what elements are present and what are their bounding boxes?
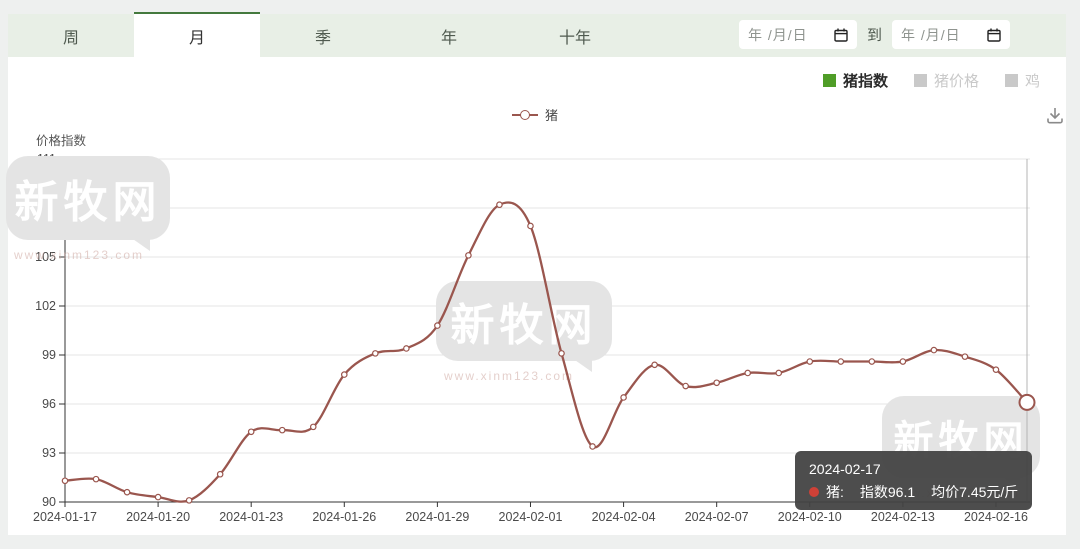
data-point[interactable] [620,394,627,401]
data-point[interactable] [216,470,224,478]
x-axis-label: 2024-02-10 [778,510,842,524]
data-point[interactable] [992,366,1000,374]
data-point[interactable] [247,428,255,436]
end-date-input[interactable]: 年 /月/日 [892,20,1010,49]
x-axis-label: 2024-01-23 [219,510,283,524]
series-toggle-label: 猪指数 [842,73,888,90]
tab-4[interactable]: 十年 [558,29,591,47]
y-axis-label: 105 [35,250,56,264]
y-axis-label: 102 [35,299,56,313]
data-point[interactable] [185,497,193,504]
start-date-input[interactable]: 年 /月/日 [738,20,857,49]
series-toggle-1[interactable]: 猪价格 [913,70,979,91]
tab-2[interactable]: 季 [314,29,331,47]
tooltip-series-name: 猪: [826,484,844,500]
tab-0[interactable]: 周 [62,29,79,47]
data-point-highlighted[interactable] [1018,393,1036,411]
x-axis-label: 2024-02-01 [499,510,563,524]
data-point[interactable] [682,382,689,390]
legend-label: 猪 [545,108,559,123]
tab-1[interactable]: 月 [134,12,260,57]
x-axis-label: 2024-01-26 [312,510,376,524]
data-point[interactable] [496,201,503,209]
series-toggle-0[interactable]: 猪指数 [822,70,888,91]
data-point[interactable] [278,426,286,434]
data-point[interactable] [123,488,131,496]
legend-square-icon [822,74,836,87]
data-point[interactable] [465,252,472,259]
calendar-icon [987,28,1001,42]
tooltip-date: 2024-02-17 [809,461,881,477]
x-axis-label: 2024-02-07 [685,510,749,524]
data-point[interactable] [372,350,379,357]
download-icon[interactable] [1043,104,1067,128]
data-point[interactable] [837,358,845,365]
tab-3[interactable]: 年 [440,29,457,47]
data-point[interactable] [744,369,752,377]
data-point[interactable] [868,358,876,365]
data-point[interactable] [527,222,534,230]
y-axis-label: 90 [42,495,56,509]
data-point[interactable] [806,358,814,365]
start-date-placeholder: 年 /月/日 [747,26,808,43]
data-point[interactable] [403,345,410,352]
series-toggle-2[interactable]: 鸡 [1004,70,1040,91]
tooltip-price-value: 均价7.45元/斤 [931,484,1019,500]
tooltip-index-value: 指数96.1 [859,484,916,500]
legend-square-icon [913,74,927,87]
data-point[interactable] [899,358,907,365]
end-date-placeholder: 年 /月/日 [901,26,961,43]
x-axis-label: 2024-01-17 [33,510,97,524]
x-axis-label: 2024-02-13 [871,510,935,524]
data-point[interactable] [92,475,100,483]
y-axis-label: 96 [42,397,56,411]
x-axis-label: 2024-02-04 [592,510,656,524]
series-toggle-legend: 猪指数 猪价格 鸡 [822,70,1040,91]
period-tabs: 周 月 季 年 十年 [8,12,1066,57]
data-point[interactable] [651,361,658,369]
date-range-filter: 年 /月/日 到 年 /月/日 [738,20,1010,49]
data-point[interactable] [309,423,317,431]
y-axis-label: 99 [42,348,56,362]
x-axis-label: 2024-01-29 [405,510,469,524]
data-point[interactable] [775,369,783,377]
series-toggle-label: 猪价格 [933,73,979,90]
date-range-separator: 到 [866,27,882,44]
y-axis-label: 93 [42,446,56,460]
data-point[interactable] [340,371,348,378]
x-axis-label: 2024-01-20 [126,510,190,524]
legend-square-icon [1004,74,1018,87]
data-point[interactable] [61,477,69,485]
data-point[interactable] [589,443,596,450]
data-point[interactable] [154,493,162,501]
series-toggle-label: 鸡 [1024,73,1040,90]
legend-line-marker-icon [512,109,538,120]
x-axis-label: 2024-02-16 [964,510,1028,524]
series-legend-pig[interactable]: 猪 [512,105,558,124]
tooltip-series-dot-icon [809,487,819,497]
data-point[interactable] [434,322,441,329]
data-point[interactable] [713,379,720,387]
data-point[interactable] [961,353,969,360]
y-axis-name: 价格指数 [36,133,87,148]
calendar-icon [834,28,848,42]
chart-tooltip: 2024-02-17 猪: 指数96.1 均价7.45元/斤 [795,451,1033,510]
data-point[interactable] [930,346,938,354]
data-point[interactable] [558,350,565,357]
